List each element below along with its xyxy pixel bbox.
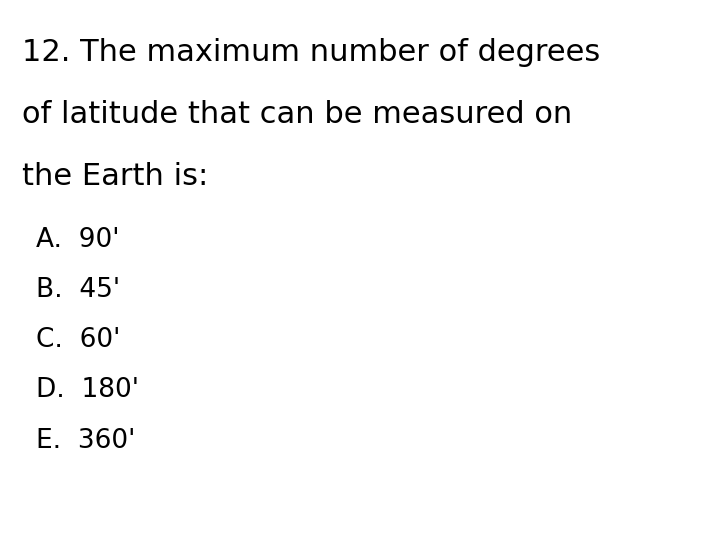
Text: C.  60': C. 60'	[36, 327, 120, 353]
Text: A.  90': A. 90'	[36, 227, 120, 253]
Text: D.  180': D. 180'	[36, 377, 139, 403]
Text: of latitude that can be measured on: of latitude that can be measured on	[22, 100, 572, 129]
Text: the Earth is:: the Earth is:	[22, 162, 208, 191]
Text: 12. The maximum number of degrees: 12. The maximum number of degrees	[22, 38, 600, 67]
Text: B.  45': B. 45'	[36, 277, 120, 303]
Text: E.  360': E. 360'	[36, 428, 135, 454]
